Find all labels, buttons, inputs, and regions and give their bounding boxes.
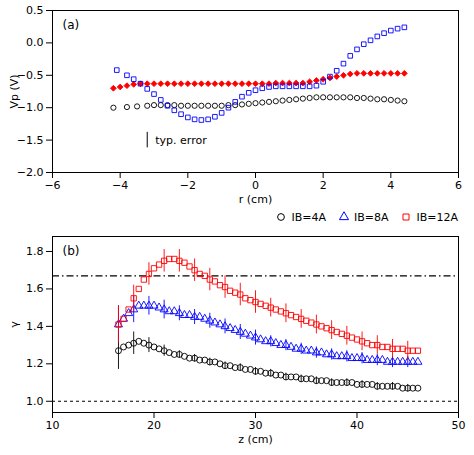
svg-text:−0.5: −0.5 xyxy=(16,68,44,82)
svg-text:r (cm): r (cm) xyxy=(239,193,272,206)
svg-text:−2.0: −2.0 xyxy=(17,166,44,179)
svg-text:−6: −6 xyxy=(44,179,60,192)
svg-text:6: 6 xyxy=(455,179,462,192)
svg-text:2: 2 xyxy=(320,179,327,192)
svg-text:50: 50 xyxy=(452,419,466,432)
svg-text:−1.5: −1.5 xyxy=(17,134,44,147)
svg-text:−1.0: −1.0 xyxy=(16,101,44,115)
svg-text:1.0: 1.0 xyxy=(26,395,44,408)
svg-text:10: 10 xyxy=(46,419,60,432)
svg-text:0.5: 0.5 xyxy=(26,4,44,17)
svg-text:1.2: 1.2 xyxy=(26,357,44,370)
html-text:IB=12A: IB=12A xyxy=(416,210,458,224)
svg-text:(b): (b) xyxy=(63,244,80,258)
svg-text:4: 4 xyxy=(387,179,394,192)
svg-text:30: 30 xyxy=(249,419,263,432)
svg-text:−2: −2 xyxy=(180,179,196,192)
svg-text:1.6: 1.6 xyxy=(26,282,44,295)
svg-text:Vp (V): Vp (V) xyxy=(8,74,21,108)
svg-text:40: 40 xyxy=(350,419,364,432)
svg-text:1.8: 1.8 xyxy=(26,245,44,258)
svg-text:z (cm): z (cm) xyxy=(238,433,273,446)
svg-text:(a): (a) xyxy=(63,18,80,32)
svg-text:0: 0 xyxy=(252,179,259,192)
svg-text:20: 20 xyxy=(147,419,161,432)
svg-text:0.0: 0.0 xyxy=(26,36,44,49)
svg-text:1.4: 1.4 xyxy=(26,320,44,333)
svg-text:γ: γ xyxy=(8,321,21,328)
html-text:IB=4A: IB=4A xyxy=(291,210,326,224)
html-text:IB=8A: IB=8A xyxy=(353,210,389,224)
svg-text:typ. error: typ. error xyxy=(155,134,207,147)
svg-text:−4: −4 xyxy=(112,179,128,192)
